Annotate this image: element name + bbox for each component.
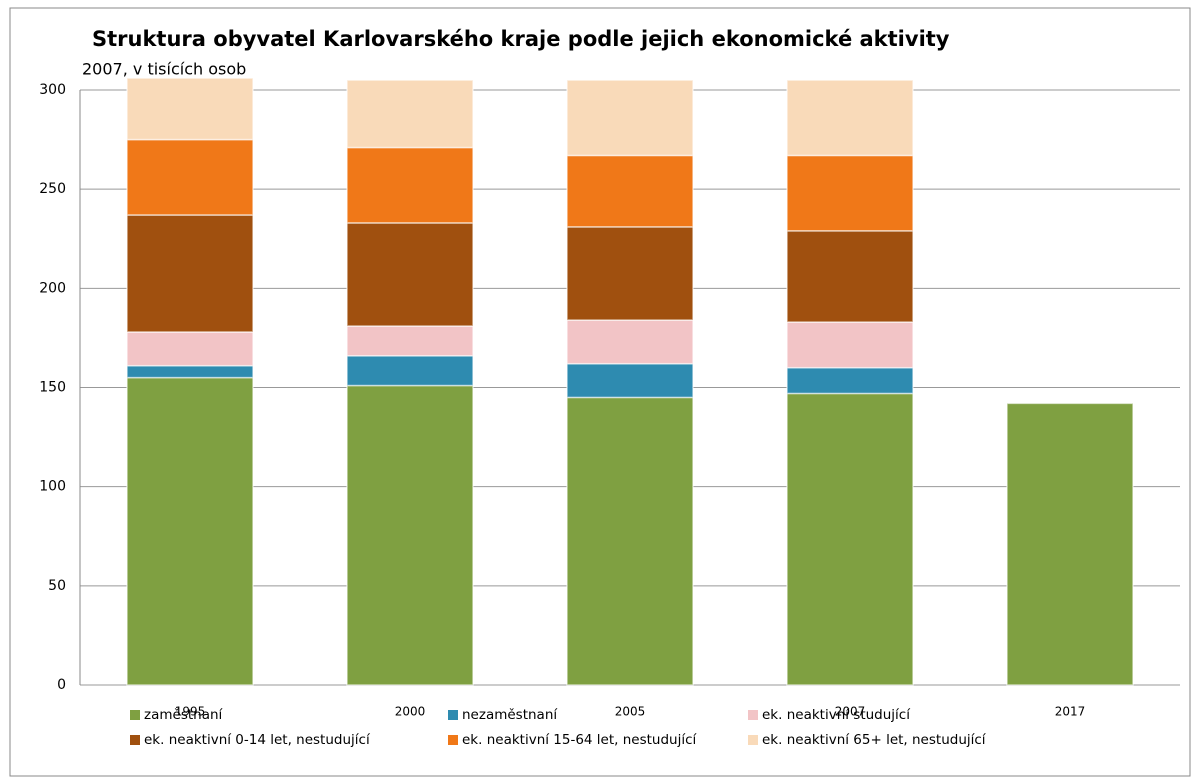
bar-segment xyxy=(566,154,694,228)
bar-segment xyxy=(786,154,914,232)
bar-segment xyxy=(126,364,254,379)
bar-segment xyxy=(566,396,694,686)
bar-segment xyxy=(786,79,914,157)
bar-segment xyxy=(346,325,474,357)
legend-swatch xyxy=(448,710,458,720)
bar-segment xyxy=(346,222,474,327)
legend-swatch xyxy=(448,735,458,745)
legend-label: zaměstnaní xyxy=(144,707,224,723)
legend-swatch xyxy=(748,735,758,745)
y-tick-label: 300 xyxy=(39,82,66,98)
bar-segment xyxy=(346,146,474,224)
bar-segment xyxy=(126,77,254,141)
bar-segment xyxy=(566,79,694,157)
bar-segment xyxy=(566,319,694,365)
x-tick-label: 2007 xyxy=(835,705,866,719)
y-tick-label: 250 xyxy=(39,181,66,197)
legend-swatch xyxy=(130,710,140,720)
bar-segment xyxy=(126,138,254,216)
x-tick-label: 2017 xyxy=(1055,705,1086,719)
chart-title: Struktura obyvatel Karlovarského kraje p… xyxy=(92,27,950,51)
y-tick-label: 0 xyxy=(57,677,66,693)
bar-segment xyxy=(786,321,914,369)
bar-segment xyxy=(346,79,474,149)
bar-segment xyxy=(566,362,694,399)
legend-label: ek. neaktivní studující xyxy=(762,707,911,723)
x-tick-label: 2005 xyxy=(615,705,646,719)
legend-label: ek. neaktivní 15-64 let, nestudující xyxy=(462,732,698,748)
bar-segment xyxy=(346,384,474,686)
y-tick-label: 200 xyxy=(39,280,66,296)
y-tick-label: 150 xyxy=(39,380,66,396)
bar-segment xyxy=(126,376,254,686)
bar-segment xyxy=(566,226,694,321)
legend-swatch xyxy=(748,710,758,720)
bar-segment xyxy=(786,392,914,686)
bar-segment xyxy=(786,366,914,395)
legend-label: nezaměstnaní xyxy=(462,707,558,723)
y-tick-label: 50 xyxy=(48,578,66,594)
bar-segment xyxy=(786,230,914,323)
chart-subtitle: 2007, v tisících osob xyxy=(82,60,246,79)
y-tick-label: 100 xyxy=(39,479,66,495)
legend-swatch xyxy=(130,735,140,745)
x-tick-label: 1995 xyxy=(175,705,206,719)
legend-label: ek. neaktivní 65+ let, nestudující xyxy=(762,732,987,748)
bar-segment xyxy=(1006,402,1134,686)
bar-segment xyxy=(126,214,254,333)
x-tick-label: 2000 xyxy=(395,705,426,719)
legend-label: ek. neaktivní 0-14 let, nestudující xyxy=(144,732,371,748)
bar-segment xyxy=(346,355,474,387)
bar-segment xyxy=(126,331,254,367)
